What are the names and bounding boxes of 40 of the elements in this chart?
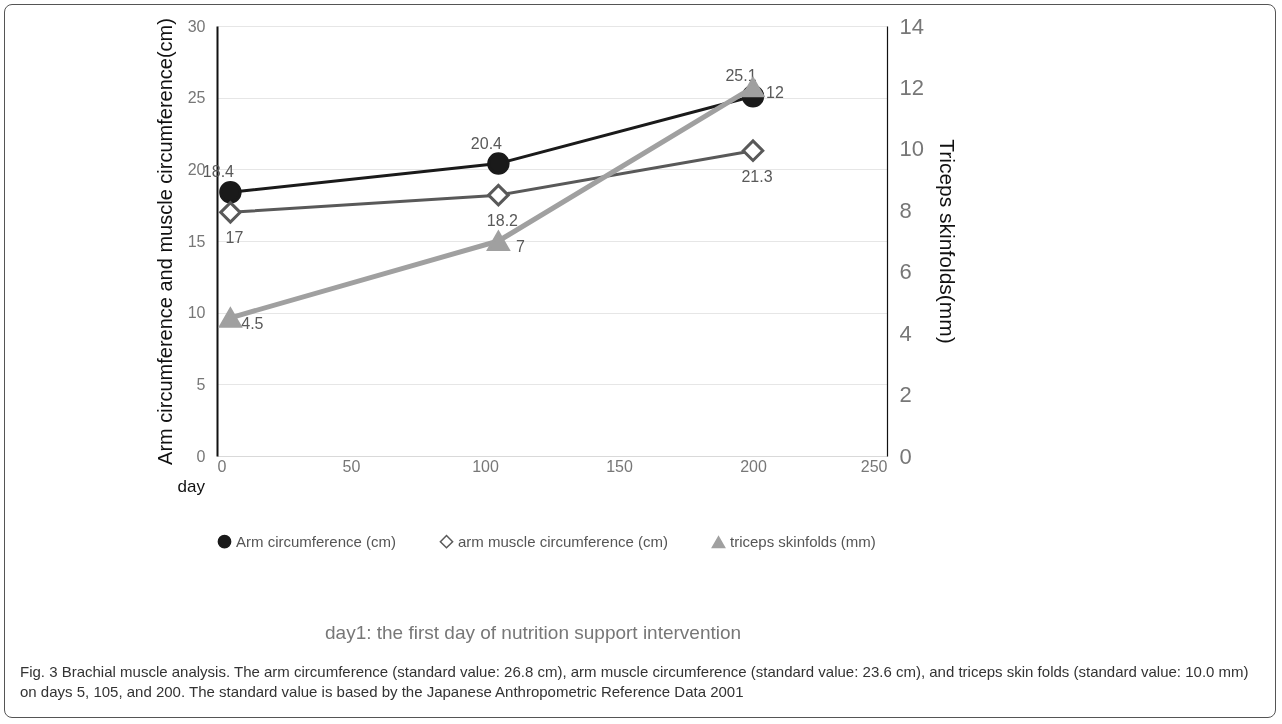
x-axis-title: day xyxy=(177,476,206,496)
point xyxy=(487,183,510,207)
point xyxy=(219,201,242,224)
y2-tick-label: 4 xyxy=(899,320,912,346)
y2-tick-label: 10 xyxy=(899,136,924,162)
data-label: 4.5 xyxy=(241,314,264,332)
x-tick-label: 0 xyxy=(217,457,227,475)
data-label: 17 xyxy=(225,229,244,247)
data-label: 7 xyxy=(515,238,525,255)
point xyxy=(219,181,242,204)
data-label: 18.2 xyxy=(486,212,519,230)
legend-label: arm muscle circumference (cm) xyxy=(458,532,669,550)
legend-label: Arm circumference (cm) xyxy=(236,532,397,550)
point xyxy=(487,231,510,251)
y-tick-label: 15 xyxy=(187,232,206,250)
y-tick-label: 10 xyxy=(187,304,206,322)
point xyxy=(487,152,510,175)
text: day1: the first day of nutrition support intervention xyxy=(325,622,742,644)
data-label: 21.3 xyxy=(741,167,773,185)
legend-label: triceps skinfolds (mm) xyxy=(730,533,876,551)
x-tick-label: 50 xyxy=(342,457,361,475)
y-tick-label: 25 xyxy=(187,89,206,107)
point xyxy=(741,139,765,162)
x-tick-label: 250 xyxy=(860,457,888,475)
x-tick-label: 100 xyxy=(472,457,499,475)
data-label: 20.4 xyxy=(470,134,503,152)
y2-tick-label: 8 xyxy=(899,197,912,223)
y-tick-label: 5 xyxy=(196,375,206,393)
y2-tick-label: 12 xyxy=(899,74,924,100)
y2-tick-label: 6 xyxy=(899,259,912,285)
y-tick-label: 30 xyxy=(187,17,206,35)
y2-tick-label: 14 xyxy=(899,13,924,39)
y-axis-title: Arm circumference and muscle circumference(cm) xyxy=(153,18,176,465)
point xyxy=(219,307,242,328)
y2-axis-title: Triceps skinfolds(mm) xyxy=(935,139,959,344)
data-label: 12 xyxy=(766,84,784,102)
x-tick-label: 200 xyxy=(740,457,767,475)
y2-tick-label: 2 xyxy=(899,382,912,408)
caption: Fig. 3 Brachial muscle analysis. The arm circumference (standard value: 26.8 cm), arm muscle circumference (standard value: 23.6 cm), and triceps skin folds (standard value: 10.0 mm) on days 5, 105, and 200. The standard value is based by the Japanese Anthropometric Reference Data 2001 xyxy=(20,662,1250,703)
x-tick-label: 150 xyxy=(606,457,633,475)
